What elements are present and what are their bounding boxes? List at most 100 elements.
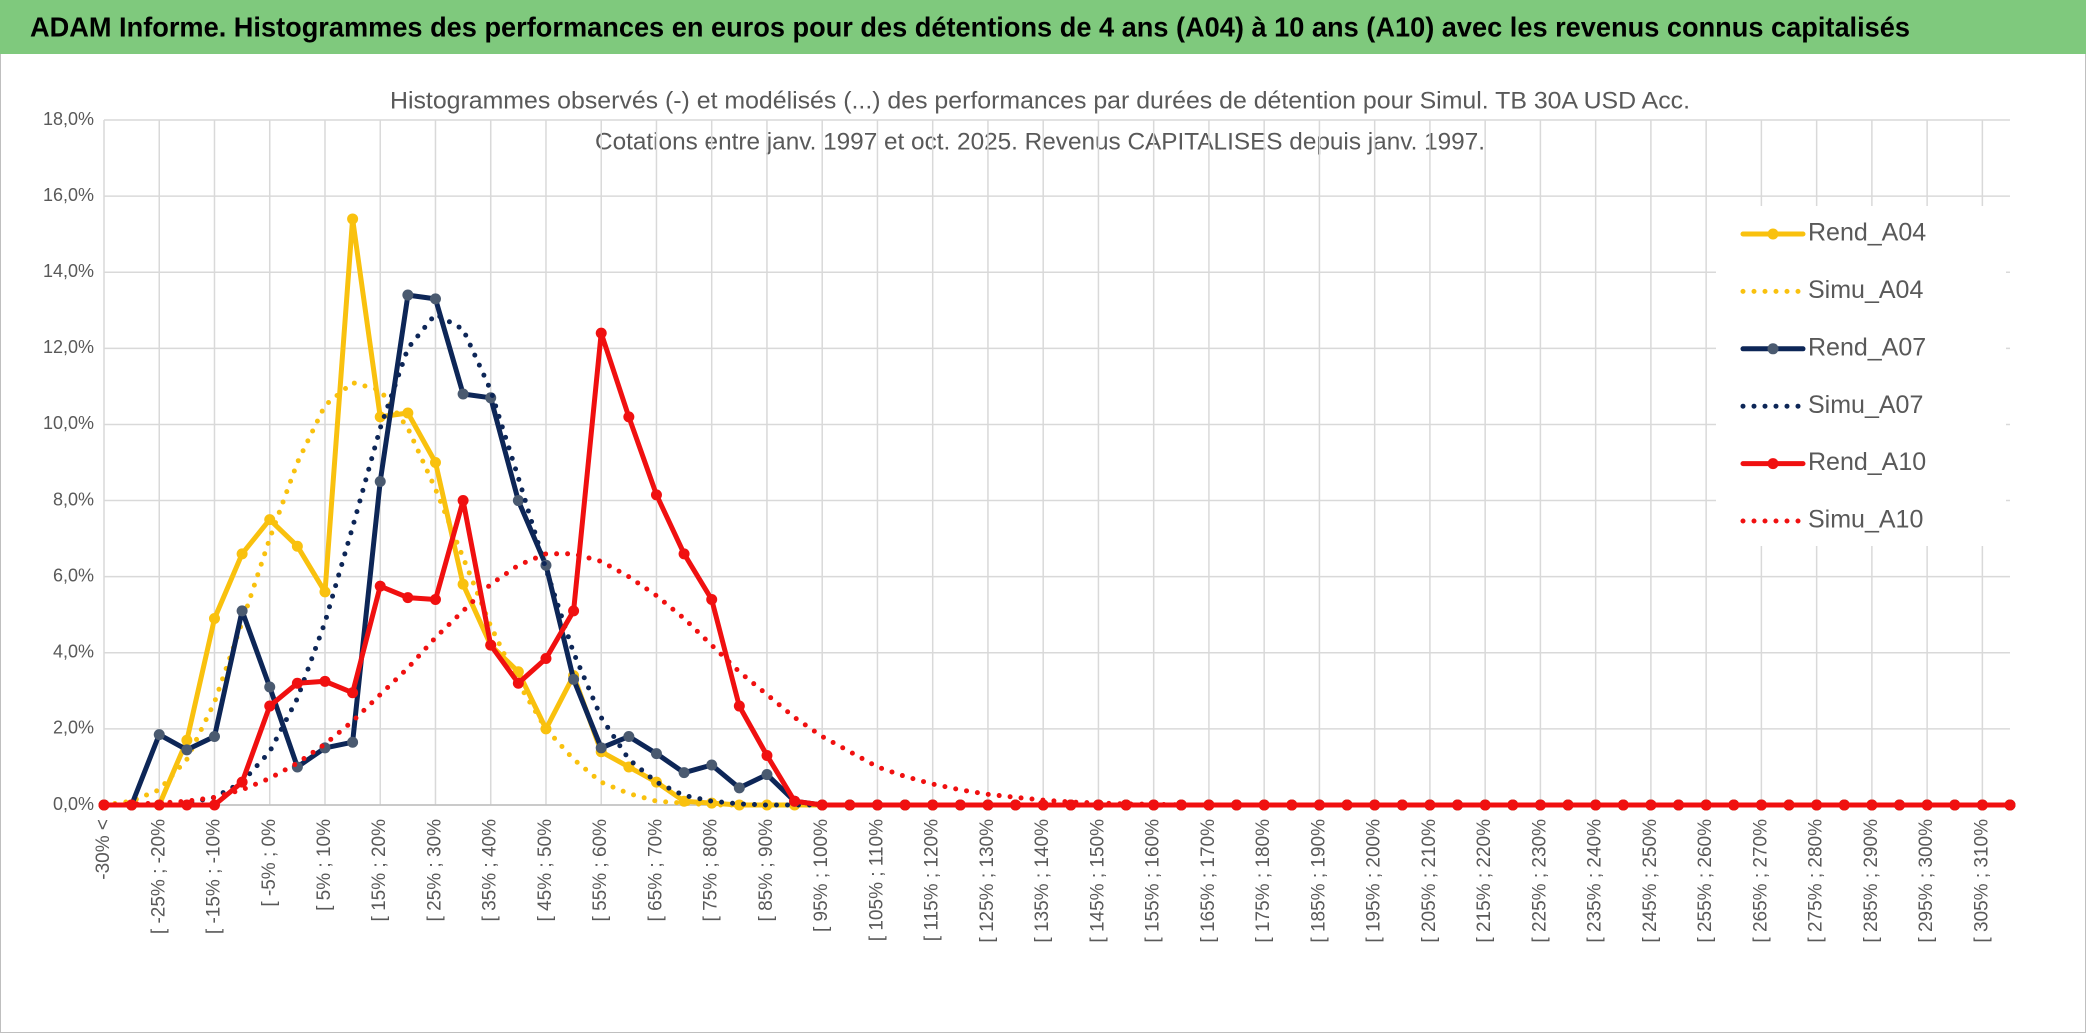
x-tick-label: [ 305% ; 310%: [1971, 819, 1992, 943]
x-tick-label: [ 65% ; 70%: [645, 819, 666, 922]
data-point: [1645, 799, 1657, 811]
data-point: [1811, 799, 1823, 811]
x-tick-label: [ 155% ; 160%: [1143, 819, 1164, 943]
data-point: [236, 605, 248, 617]
legend-marker: [1767, 228, 1779, 240]
data-point: [1921, 799, 1933, 811]
data-point: [871, 799, 883, 811]
y-tick-label: 12,0%: [43, 337, 94, 357]
y-tick-label: 4,0%: [53, 642, 94, 662]
data-point: [457, 388, 469, 400]
data-point: [678, 548, 690, 560]
data-point: [485, 639, 497, 651]
data-point: [347, 736, 359, 748]
data-point: [1341, 799, 1353, 811]
data-point: [291, 677, 303, 689]
legend-label: Simu_A10: [1808, 506, 1923, 534]
data-point: [678, 767, 690, 779]
data-point: [899, 799, 911, 811]
header-title: ADAM Informe. Histogrammes des performan…: [30, 11, 1910, 42]
data-point: [291, 540, 303, 552]
x-tick-label: [ 175% ; 180%: [1253, 819, 1274, 943]
data-point: [208, 613, 220, 625]
data-point: [706, 759, 718, 771]
data-point: [1700, 799, 1712, 811]
data-point: [181, 744, 193, 756]
data-point: [623, 731, 635, 742]
y-tick-label: 18,0%: [43, 109, 94, 129]
data-point: [595, 327, 607, 339]
data-point: [429, 457, 441, 468]
y-tick-label: 2,0%: [53, 718, 94, 738]
data-point: [347, 213, 359, 225]
data-point: [264, 514, 276, 526]
data-point: [733, 782, 745, 794]
data-point: [374, 580, 386, 592]
data-point: [844, 799, 856, 811]
data-point: [1617, 799, 1629, 811]
data-point: [954, 799, 966, 811]
data-point: [789, 795, 801, 807]
y-tick-label: 16,0%: [43, 185, 94, 205]
data-point: [374, 476, 386, 488]
x-tick-label: [ 205% ; 210%: [1419, 819, 1440, 943]
x-tick-label: [ 115% ; 120%: [922, 819, 943, 941]
y-tick-label: 0,0%: [53, 794, 94, 814]
data-point: [2004, 799, 2016, 811]
data-point: [126, 799, 138, 811]
legend-label: Simu_A07: [1808, 391, 1923, 419]
x-tick-label: [ 145% ; 150%: [1087, 819, 1108, 943]
data-point: [1590, 799, 1602, 811]
x-tick-label: [ 15% ; 20%: [369, 819, 390, 922]
x-tick-label: [ 25% ; 30%: [424, 819, 445, 922]
data-point: [1507, 799, 1519, 811]
x-tick-label: [ 245% ; 250%: [1640, 819, 1661, 943]
data-point: [568, 605, 580, 617]
data-point: [153, 729, 165, 741]
x-tick-label: [ 225% ; 230%: [1529, 819, 1550, 943]
data-point: [1755, 799, 1767, 811]
data-point: [402, 407, 414, 419]
data-point: [402, 289, 414, 301]
header-bar: [0, 0, 2086, 54]
y-tick-label: 6,0%: [53, 565, 94, 585]
x-tick-label: [ 75% ; 80%: [701, 819, 722, 922]
data-point: [319, 586, 331, 598]
data-point: [402, 592, 414, 604]
data-point: [1534, 799, 1546, 811]
legend-box: [1716, 206, 2006, 546]
legend-label: Rend_A07: [1808, 333, 1926, 361]
x-tick-label: [ 275% ; 280%: [1806, 819, 1827, 943]
x-tick-label: [ 295% ; 300%: [1916, 819, 1937, 943]
data-point: [512, 677, 524, 689]
legend-label: Simu_A04: [1808, 276, 1923, 304]
chart-title: Histogrammes observés (-) et modélisés (…: [390, 87, 1690, 114]
data-point: [733, 700, 745, 712]
data-point: [761, 769, 773, 781]
data-point: [706, 594, 718, 605]
data-point: [927, 799, 939, 811]
legend-label: Rend_A04: [1808, 219, 1926, 247]
x-tick-label: [ 135% ; 140%: [1032, 819, 1053, 943]
x-tick-label: [ 45% ; 50%: [535, 819, 556, 922]
x-tick-label: [ 85% ; 90%: [756, 819, 777, 922]
series-line: [101, 551, 2013, 808]
data-point: [347, 687, 359, 699]
data-point: [1396, 799, 1408, 811]
data-point: [650, 748, 662, 760]
data-point: [816, 799, 828, 811]
data-point: [1037, 799, 1049, 811]
x-tick-label: [ -25% ; -20%: [148, 819, 169, 934]
chart-subtitle: Cotations entre janv. 1997 et oct. 2025.…: [595, 128, 1485, 155]
x-tick-label: [ 265% ; 270%: [1750, 819, 1771, 943]
data-point: [1120, 799, 1132, 811]
data-point: [374, 411, 386, 423]
x-tick-label: [ 125% ; 130%: [977, 819, 998, 943]
x-tick-label: [ 55% ; 60%: [590, 819, 611, 922]
x-tick-label: -30% <: [93, 819, 114, 880]
data-point: [982, 799, 994, 811]
data-point: [761, 750, 773, 762]
data-point: [623, 411, 635, 423]
data-point: [595, 742, 607, 754]
